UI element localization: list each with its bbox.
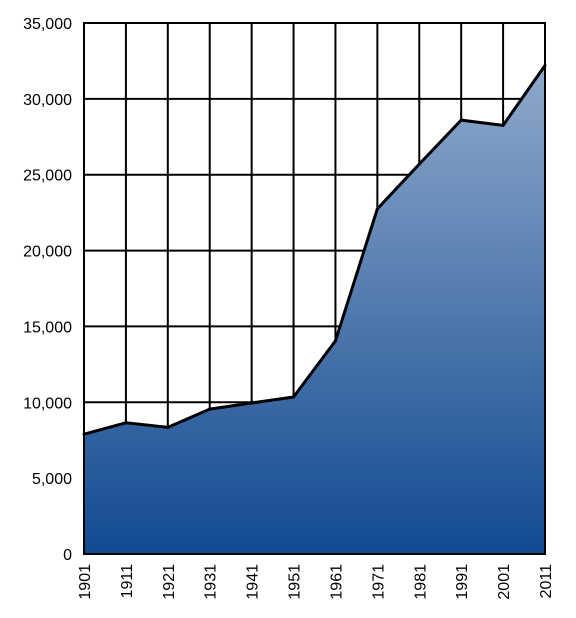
y-axis-tick-labels: 0 5,000 10,000 15,000 20,000 25,000 30,000 35,0… (23, 16, 72, 564)
data-point-1991 (459, 118, 463, 122)
data-point-1961 (333, 339, 337, 343)
area-series (82, 63, 547, 554)
data-point-1941 (250, 401, 254, 405)
x-tick-label: 1911 (119, 564, 136, 599)
y-tick-label: 10,000 (23, 395, 72, 412)
x-tick-label: 1961 (328, 564, 345, 600)
x-tick-label: 1931 (203, 564, 220, 600)
x-tick-label: 1981 (412, 564, 429, 600)
data-point-1911 (124, 421, 128, 425)
area-fill (84, 65, 545, 554)
y-tick-label: 5,000 (32, 471, 72, 488)
x-tick-label: 1971 (370, 564, 387, 600)
y-tick-label: 30,000 (23, 92, 72, 109)
data-point-1921 (166, 425, 170, 429)
plot-frame (83, 22, 546, 555)
x-tick-label: 1951 (287, 564, 304, 600)
series-line (83, 64, 547, 436)
data-point-2001 (501, 123, 505, 127)
x-tick-label: 2001 (496, 564, 513, 600)
y-tick-label: 15,000 (23, 319, 72, 336)
y-tick-label: 35,000 (23, 16, 72, 33)
y-tick-label: 0 (63, 547, 72, 564)
plot-border (83, 22, 546, 555)
x-tick-label: 2011 (538, 564, 555, 599)
x-axis-tick-labels: 1901 1911 1921 1931 1941 1951 1961 1971 1981 1991… (77, 564, 555, 600)
x-tick-label: 1921 (161, 564, 178, 600)
data-point-1971 (375, 207, 379, 211)
data-point-1981 (417, 162, 421, 166)
data-point-1951 (292, 395, 296, 399)
data-point-1931 (208, 407, 212, 411)
y-tick-label: 20,000 (23, 244, 72, 261)
x-tick-label: 1991 (454, 564, 471, 600)
x-tick-label: 1941 (245, 564, 262, 600)
y-tick-label: 25,000 (23, 168, 72, 185)
x-tick-label: 1901 (77, 564, 94, 600)
